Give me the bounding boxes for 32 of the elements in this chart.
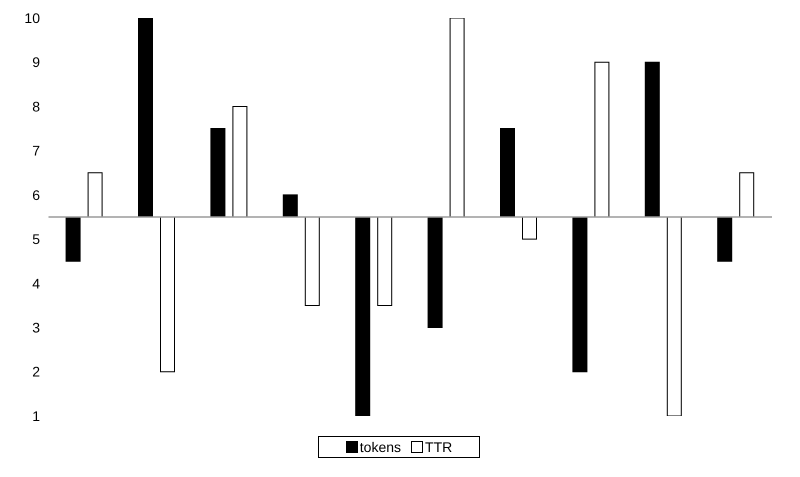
bar [377, 216, 392, 306]
bar [210, 128, 226, 218]
bar [644, 62, 660, 218]
bar [500, 128, 515, 218]
bar [522, 216, 537, 240]
y-tick-label: 2 [32, 364, 40, 380]
bar [66, 216, 81, 262]
y-tick-label: 9 [32, 54, 40, 70]
bar [572, 216, 588, 372]
bar [666, 216, 682, 416]
y-tick-label: 6 [32, 186, 40, 203]
bar [282, 194, 298, 218]
bar [304, 216, 320, 306]
bar [160, 216, 175, 372]
bar [88, 172, 103, 218]
bar [428, 216, 443, 328]
legend-label: TTR [425, 439, 452, 455]
bar [450, 18, 465, 218]
y-tick-label: 10 [24, 10, 40, 26]
y-tick-label: 8 [32, 98, 40, 114]
legend-label: tokens [360, 439, 402, 455]
bar [594, 62, 610, 218]
bar [355, 216, 370, 416]
y-tick-label: 1 [32, 408, 40, 424]
y-tick-label: 5 [32, 231, 40, 248]
bar [138, 18, 153, 218]
y-tick-label: 4 [32, 275, 40, 292]
y-tick-label: 3 [32, 320, 40, 336]
y-tick-label: 7 [32, 142, 40, 159]
bar [717, 216, 732, 262]
bar [232, 106, 248, 218]
bar [739, 172, 754, 218]
